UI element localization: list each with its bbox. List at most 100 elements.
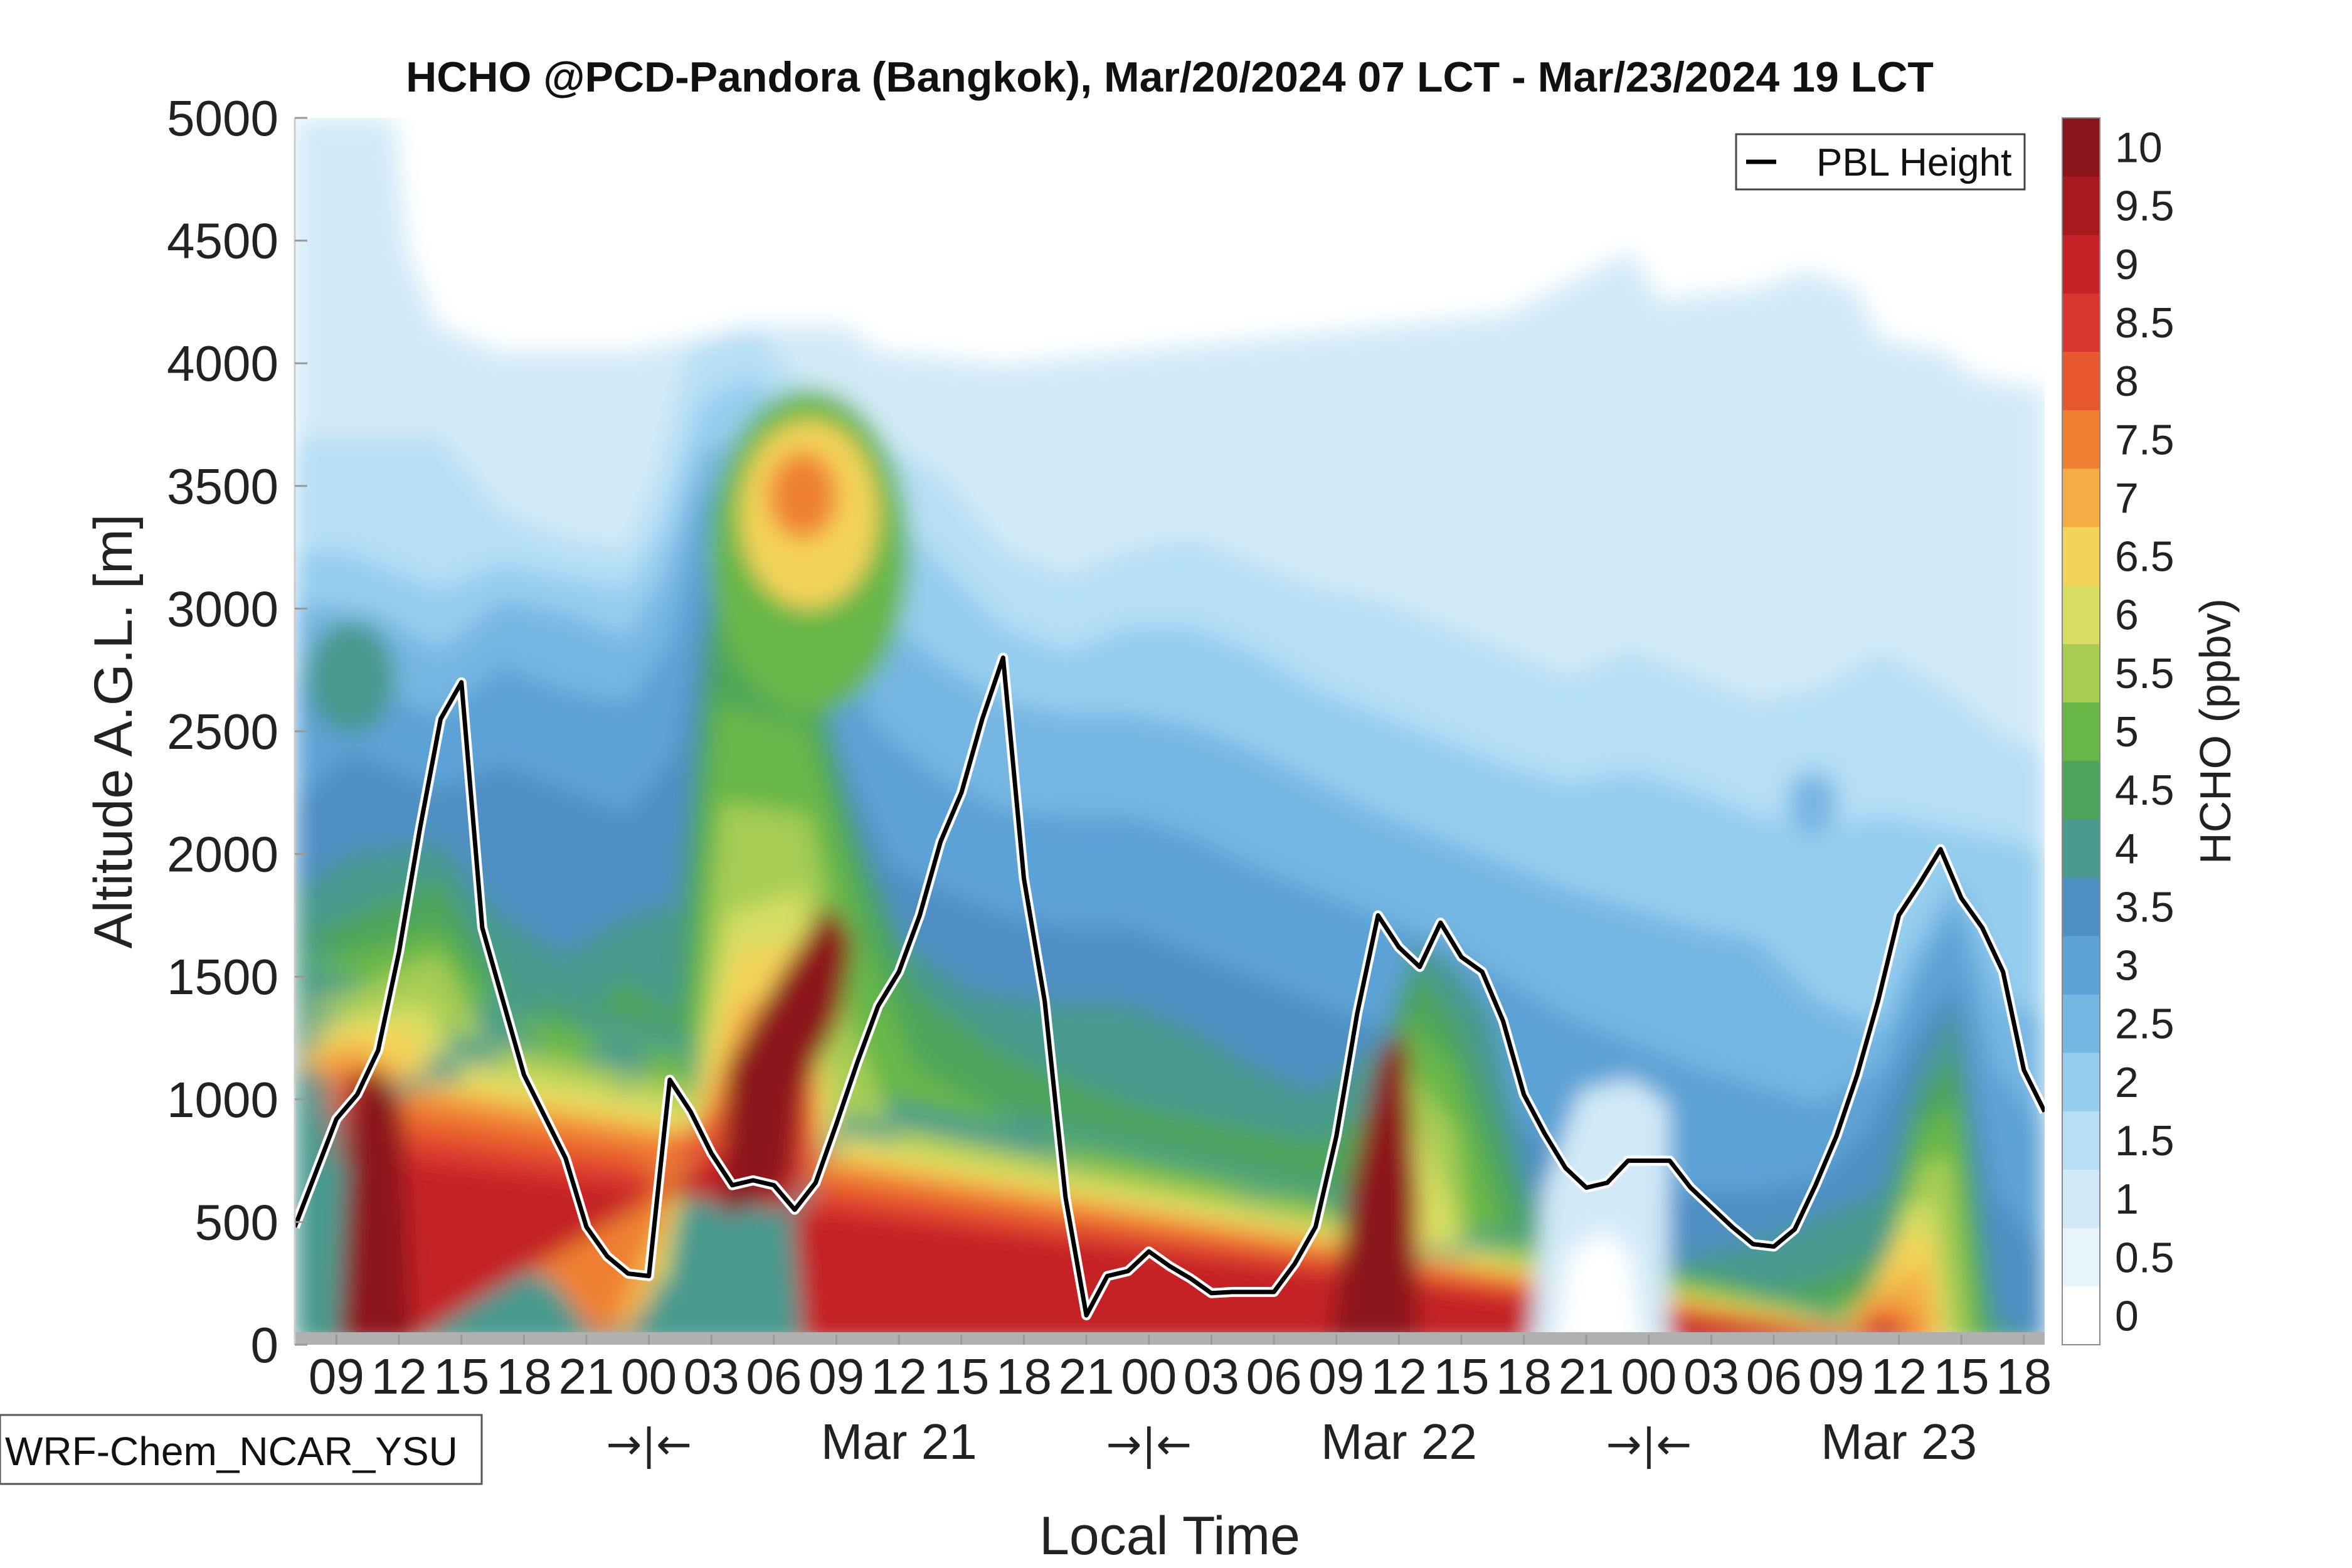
x-tick-label: 18 (1996, 1348, 2052, 1404)
x-tick-label: 06 (1246, 1348, 1302, 1404)
hcho-contour-field (295, 118, 2045, 1345)
colorbar-tick-label: 8.5 (2115, 299, 2175, 347)
bump-left-teal (307, 621, 395, 734)
x-tick-label: 00 (621, 1348, 677, 1404)
x-tick-label: 12 (1871, 1348, 1927, 1404)
colorbar-tick-label: 9.5 (2115, 183, 2175, 230)
y-tick-label: 4500 (167, 213, 278, 269)
colorbar-swatch (2062, 702, 2100, 761)
x-tick-label: 00 (1621, 1348, 1677, 1404)
colorbar-swatch (2062, 644, 2100, 702)
ground-strip (295, 1332, 2045, 1345)
contour-layers (295, 118, 2045, 1345)
y-tick-label: 500 (195, 1194, 278, 1250)
colorbar-tick-label: 5.5 (2115, 650, 2175, 697)
x-tick-label: 03 (684, 1348, 739, 1404)
x-tick-label: 15 (1434, 1348, 1490, 1404)
colorbar-swatches (2062, 118, 2100, 1345)
colorbar-swatch (2062, 1111, 2100, 1170)
pbl-height-line (295, 655, 2045, 1318)
layer-7-5 (307, 1029, 1926, 1345)
colorbar-tick-label: 2.5 (2115, 1000, 2175, 1048)
colorbar-ticks: 0 0.5 1 1.5 2 2.5 3 3.5 4 4.5 5 5.5 6 6.5 7 7.5 8 8.5 9 9.5… (2115, 124, 2175, 1340)
legend-box (1735, 133, 2026, 191)
x-tick-label: 15 (1934, 1348, 1989, 1404)
colorbar-swatch (2062, 351, 2100, 411)
colorbar-tick-label: 4.5 (2115, 766, 2175, 814)
colorbar-swatch (2062, 235, 2100, 294)
x-tick-label: 12 (371, 1348, 427, 1404)
x-tick-label: 21 (1559, 1348, 1614, 1404)
colorbar-swatch (2062, 760, 2100, 820)
y-tick-label: 2000 (167, 827, 278, 882)
y-tick-label: 1500 (167, 949, 278, 1005)
legend-label: PBL Height (1816, 141, 2011, 184)
x-tick-label: 15 (433, 1348, 489, 1404)
x-tick-label: 09 (808, 1348, 864, 1404)
colorbar-tick-label: 3.5 (2115, 883, 2175, 931)
y-tick-label: 2500 (167, 704, 278, 760)
colorbar-swatch (2062, 1286, 2100, 1345)
day-label: →|← (1106, 1420, 1192, 1470)
x-tick-label: 12 (1371, 1348, 1427, 1404)
y-tick-label: 1000 (167, 1072, 278, 1128)
colorbar-tick-label: 2 (2115, 1059, 2139, 1106)
colorbar-swatch (2062, 1052, 2100, 1111)
colorbar-tick-label: 1.5 (2115, 1117, 2175, 1165)
x-tick-label: 18 (496, 1348, 552, 1404)
y-tick-label: 4000 (167, 336, 278, 391)
colorbar-frame (2062, 117, 2100, 1345)
model-label-box: WRF-Chem_NCAR_YSU (0, 1414, 483, 1485)
layer-5-5 (295, 803, 1969, 1345)
x-tick-label: 03 (1184, 1348, 1239, 1404)
x-tick-label: 09 (1308, 1348, 1364, 1404)
colorbar-swatch (2062, 527, 2100, 586)
core-left-0912 (339, 1066, 414, 1345)
y-tick-label: 5000 (167, 90, 278, 146)
colorbar-swatch (2062, 176, 2100, 235)
x-tick-label: 09 (1808, 1348, 1864, 1404)
colorbar-label: HCHO (ppbv) (2191, 598, 2240, 864)
y-tick-label: 3000 (167, 581, 278, 637)
layer-8 (314, 1066, 1913, 1345)
x-tick-label: 21 (1059, 1348, 1115, 1404)
x-tick-label: 00 (1121, 1348, 1177, 1404)
colorbar-swatch (2062, 410, 2100, 469)
x-tick-label: 09 (309, 1348, 364, 1404)
x-tick-label: 06 (1746, 1348, 1802, 1404)
x-tick-label: 15 (933, 1348, 989, 1404)
x-tick-label: 18 (996, 1348, 1052, 1404)
x-tick-label: 12 (871, 1348, 927, 1404)
colorbar-swatch (2062, 585, 2100, 644)
bubble-mar23 (1788, 771, 1838, 834)
colorbar-swatch (2062, 1169, 2100, 1229)
colorbar-swatch (2062, 818, 2100, 878)
plume-orange (768, 452, 837, 539)
colorbar-tick-label: 5 (2115, 708, 2139, 756)
core-mar21-0006 (721, 903, 853, 1217)
x-ticks: 09 12 15 18 21 00 03 06 09 12 15 18 21 00 03 06 09 12 15 18… (309, 1335, 2052, 1404)
colorbar-tick-label: 6 (2115, 591, 2139, 639)
colorbar-swatch (2062, 1227, 2100, 1287)
colorbar-swatch (2062, 293, 2100, 352)
x-tick-label: 21 (559, 1348, 615, 1404)
layer-upper-white (376, 118, 2045, 389)
colorbar-swatch (2062, 877, 2100, 936)
day-label: Mar 21 (821, 1414, 977, 1470)
colorbar-swatch (2062, 468, 2100, 527)
core-mar22-09 (1330, 1029, 1417, 1345)
colorbar-swatch (2062, 994, 2100, 1053)
legend: PBL Height (1735, 133, 2026, 191)
x-axis-label: Local Time (1039, 1506, 1300, 1566)
model-label: WRF-Chem_NCAR_YSU (5, 1429, 458, 1474)
y-ticks: 0 500 1000 1500 2000 2500 3000 3500 4000 4500 5000 (167, 90, 307, 1373)
colorbar-tick-label: 1 (2115, 1175, 2139, 1223)
colorbar-tick-label: 0 (2115, 1292, 2139, 1340)
day-label: →|← (1606, 1420, 1692, 1470)
colorbar-swatch (2062, 936, 2100, 995)
day-label: →|← (606, 1420, 692, 1470)
y-tick-label: 3500 (167, 458, 278, 514)
colorbar-tick-label: 6.5 (2115, 533, 2175, 581)
colorbar-swatch (2062, 118, 2100, 177)
